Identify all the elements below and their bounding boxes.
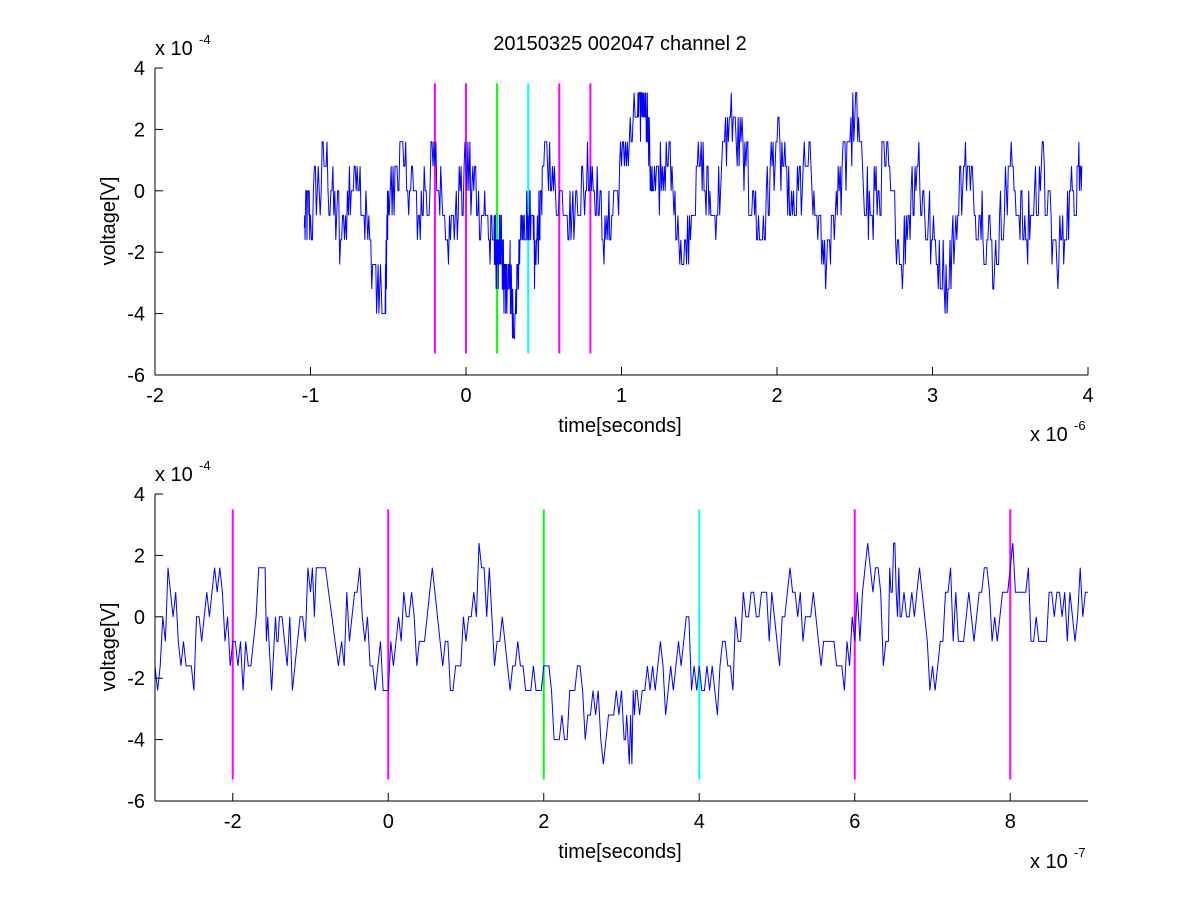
top-y-exponent-base: x 10 bbox=[155, 38, 193, 60]
top-ytick-label-0: -6 bbox=[127, 365, 145, 387]
bottom-ytick-label-2: -2 bbox=[127, 668, 145, 690]
top-signal-series bbox=[303, 92, 1083, 339]
bottom-ytick-labels: -6 -4 -2 0 2 4 bbox=[127, 484, 145, 813]
top-xtick-labels: -2 -1 0 1 2 3 4 bbox=[146, 385, 1093, 407]
bottom-y-exponent: x 10 -4 bbox=[155, 458, 211, 486]
bottom-y-exponent-base: x 10 bbox=[155, 464, 193, 486]
bottom-x-axis-label: time[seconds] bbox=[558, 841, 681, 863]
bottom-y-axis-label: voltage[V] bbox=[98, 603, 120, 692]
top-y-exponent: x 10 -4 bbox=[155, 32, 211, 60]
figure-title: 20150325 002047 channel 2 bbox=[493, 33, 747, 55]
bottom-x-exponent-base: x 10 bbox=[1030, 851, 1068, 873]
top-axes-frame bbox=[154, 67, 1089, 376]
top-y-axis-label: voltage[V] bbox=[98, 177, 120, 266]
bottom-xtick-labels: -2 0 2 4 6 8 bbox=[224, 811, 1016, 833]
bottom-xtick-label-5: 8 bbox=[1005, 811, 1016, 833]
bottom-ytick-label-4: 2 bbox=[134, 545, 145, 567]
top-x-exponent: x 10 -6 bbox=[1030, 418, 1086, 446]
bottom-axes-frame bbox=[154, 493, 1088, 802]
bottom-signal-layer bbox=[154, 542, 1088, 765]
bottom-ytick-label-0: -6 bbox=[127, 791, 145, 813]
top-ytick-label-5: 4 bbox=[134, 58, 145, 80]
top-xtick-label-5: 3 bbox=[927, 385, 938, 407]
bottom-xtick-label-2: 2 bbox=[538, 811, 549, 833]
top-ytick-label-4: 2 bbox=[134, 119, 145, 141]
top-x-axis-label: time[seconds] bbox=[558, 415, 681, 437]
top-xtick-label-3: 1 bbox=[616, 385, 627, 407]
top-xtick-label-6: 4 bbox=[1082, 385, 1093, 407]
bottom-y-exponent-power: -4 bbox=[199, 458, 211, 473]
top-xtick-label-4: 2 bbox=[771, 385, 782, 407]
top-subplot: -2 -1 0 1 2 3 4 -6 -4 -2 0 2 4 time[seconds] voltag… bbox=[98, 32, 1094, 446]
top-xtick-label-0: -2 bbox=[146, 385, 164, 407]
bottom-ytick-label-1: -4 bbox=[127, 730, 145, 752]
bottom-ytick-label-5: 4 bbox=[134, 484, 145, 506]
bottom-xtick-label-3: 4 bbox=[694, 811, 705, 833]
top-ytick-label-2: -2 bbox=[127, 242, 145, 264]
bottom-xtick-label-1: 0 bbox=[383, 811, 394, 833]
bottom-subplot: -2 0 2 4 6 8 -6 -4 -2 0 2 4 time[seconds] voltage[… bbox=[98, 458, 1088, 873]
top-ytick-labels: -6 -4 -2 0 2 4 bbox=[127, 58, 145, 387]
top-signal-layer bbox=[303, 92, 1083, 339]
bottom-ytick-label-3: 0 bbox=[134, 607, 145, 629]
top-x-exponent-power: -6 bbox=[1074, 418, 1086, 433]
bottom-x-exponent: x 10 -7 bbox=[1030, 845, 1086, 873]
top-ytick-label-1: -4 bbox=[127, 304, 145, 326]
top-x-exponent-base: x 10 bbox=[1030, 424, 1068, 446]
top-xtick-label-2: 0 bbox=[460, 385, 471, 407]
bottom-x-exponent-power: -7 bbox=[1074, 845, 1086, 860]
bottom-xtick-label-4: 6 bbox=[849, 811, 860, 833]
top-vlines bbox=[433, 83, 592, 354]
top-ytick-label-3: 0 bbox=[134, 181, 145, 203]
bottom-xtick-label-0: -2 bbox=[224, 811, 242, 833]
bottom-signal-series bbox=[154, 542, 1088, 765]
top-y-exponent-power: -4 bbox=[199, 32, 211, 47]
top-xtick-label-1: -1 bbox=[302, 385, 320, 407]
